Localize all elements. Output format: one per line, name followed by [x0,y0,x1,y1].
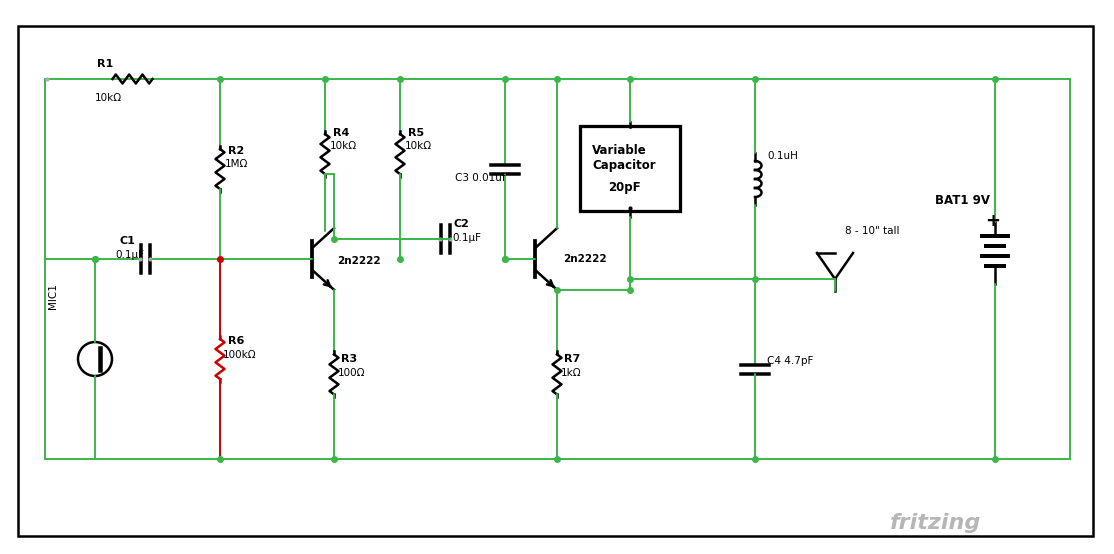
Text: 10kΩ: 10kΩ [95,93,121,103]
Text: C2: C2 [455,219,470,229]
Text: 8 - 10" tall: 8 - 10" tall [846,226,899,236]
Text: C3 0.01uf: C3 0.01uf [455,173,506,183]
Text: +: + [985,212,1000,230]
Bar [580,126,680,212]
Text: R3: R3 [341,355,358,365]
Text: C4 4.7pF: C4 4.7pF [768,356,813,366]
Text: 10kΩ: 10kΩ [330,141,358,151]
Text: 0.1uH: 0.1uH [768,151,798,161]
Text: 1MΩ: 1MΩ [225,159,248,169]
Text: fritzing: fritzing [890,513,981,533]
Text: R6: R6 [228,336,244,346]
Text: 0.1μF: 0.1μF [452,233,481,243]
Text: 1kΩ: 1kΩ [561,368,582,378]
Text: 2n2222: 2n2222 [563,254,607,264]
Text: 2n2222: 2n2222 [338,256,381,266]
Text: 100kΩ: 100kΩ [223,350,256,360]
Text: 100Ω: 100Ω [338,368,365,378]
Text: R5: R5 [408,128,424,138]
Text: BAT1 9V: BAT1 9V [935,194,990,207]
Text: Variable: Variable [592,144,647,157]
Text: Capacitor: Capacitor [592,159,656,172]
Text: MIC1: MIC1 [48,283,58,309]
Text: R7: R7 [564,355,580,365]
Text: 0.1μF: 0.1μF [115,250,144,260]
Text: C1: C1 [120,236,136,246]
Text: R2: R2 [228,146,244,156]
Text: 10kΩ: 10kΩ [405,141,432,151]
Text: R1: R1 [98,59,114,69]
Text: R4: R4 [333,128,350,138]
Text: 20pF: 20pF [608,181,641,194]
